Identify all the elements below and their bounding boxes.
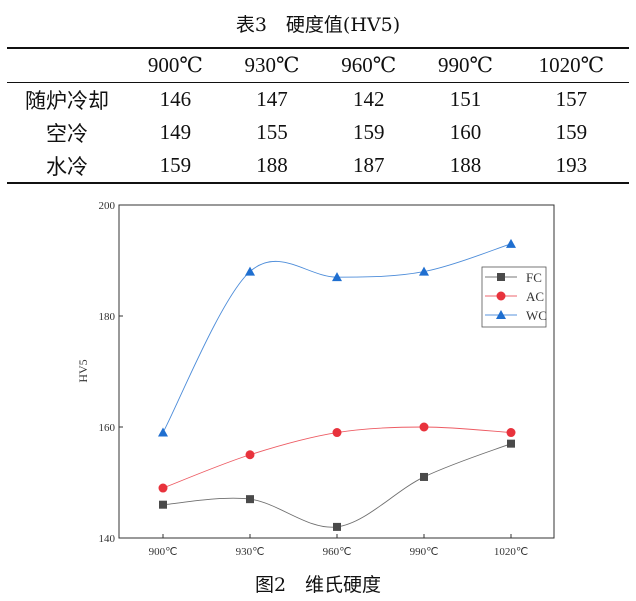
table-row: 随炉冷却 146 147 142 151 157: [7, 83, 629, 117]
table-cell: 147: [256, 87, 288, 111]
y-tick-label: 160: [99, 422, 116, 434]
table-cell: 187: [353, 153, 385, 177]
legend-label: FC: [526, 270, 542, 285]
table-cell: 159: [159, 153, 192, 177]
series-line-fc: [162, 443, 512, 528]
table-header-row: 900℃ 930℃ 960℃ 990℃ 1020℃: [7, 48, 629, 83]
column-header: 1020℃: [538, 53, 605, 77]
legend-label: WC: [526, 308, 547, 323]
data-point-ac: [332, 428, 342, 438]
data-point-ac: [245, 450, 255, 460]
table-cell: 155: [256, 120, 288, 144]
data-point-ac: [419, 422, 429, 432]
column-header: 960℃: [341, 53, 397, 77]
x-tick-label: 960℃: [323, 546, 352, 558]
x-tick-label: 990℃: [410, 546, 439, 558]
table-row: 水冷 159 188 187 188 193: [7, 149, 629, 183]
column-header: 990℃: [437, 53, 493, 77]
y-tick-label: 180: [99, 311, 116, 323]
table-cell: 149: [159, 120, 192, 144]
table-cell: 193: [555, 153, 588, 177]
data-point-fc: [246, 495, 254, 504]
row-label: 水冷: [46, 154, 88, 179]
x-tick-label: 930℃: [236, 546, 265, 558]
table-cell: 151: [449, 87, 482, 111]
row-label: 空冷: [46, 121, 88, 146]
table-cell: 160: [449, 120, 482, 144]
row-label: 随炉冷却: [25, 88, 109, 113]
hardness-table: 900℃ 930℃ 960℃ 990℃ 1020℃ 随炉冷却 146 147 142 151 15…: [7, 47, 629, 184]
table-cell: 159: [353, 120, 385, 144]
column-header: 900℃: [147, 53, 203, 77]
column-header: 930℃: [244, 53, 300, 77]
y-tick-label: 200: [99, 200, 116, 212]
table-cell: 188: [256, 153, 288, 177]
data-point-fc: [507, 439, 515, 448]
data-point-fc: [333, 522, 341, 531]
table-cell: 159: [555, 120, 588, 144]
table-caption: 表3 硬度值(HV5): [235, 14, 401, 36]
data-point-ac: [506, 428, 516, 438]
legend-marker: [497, 273, 505, 281]
table-cell: 142: [353, 87, 385, 111]
table-cell: 188: [449, 153, 482, 177]
y-tick-label: 140: [99, 533, 116, 545]
data-point-fc: [420, 472, 428, 481]
data-point-wc: [245, 266, 255, 276]
x-tick-label: 900℃: [149, 546, 178, 558]
figure-caption: 图2 维氏硬度: [254, 574, 382, 596]
legend-marker: [496, 310, 506, 319]
data-point-wc: [332, 272, 342, 282]
legend-label: AC: [526, 289, 544, 304]
data-point-wc: [419, 266, 429, 276]
data-point-fc: [159, 500, 167, 509]
table-row: 空冷 149 155 159 160 159: [7, 116, 629, 149]
plot-frame: [118, 204, 555, 539]
legend-marker: [496, 291, 506, 301]
x-tick-label: 1020℃: [494, 546, 528, 558]
data-point-wc: [506, 238, 516, 248]
data-point-wc: [158, 427, 168, 437]
series-line-wc: [162, 243, 512, 433]
table-cell: 146: [159, 87, 192, 111]
y-axis-label: HV5: [76, 359, 90, 382]
data-point-ac: [158, 483, 168, 493]
table-cell: 157: [555, 87, 588, 111]
